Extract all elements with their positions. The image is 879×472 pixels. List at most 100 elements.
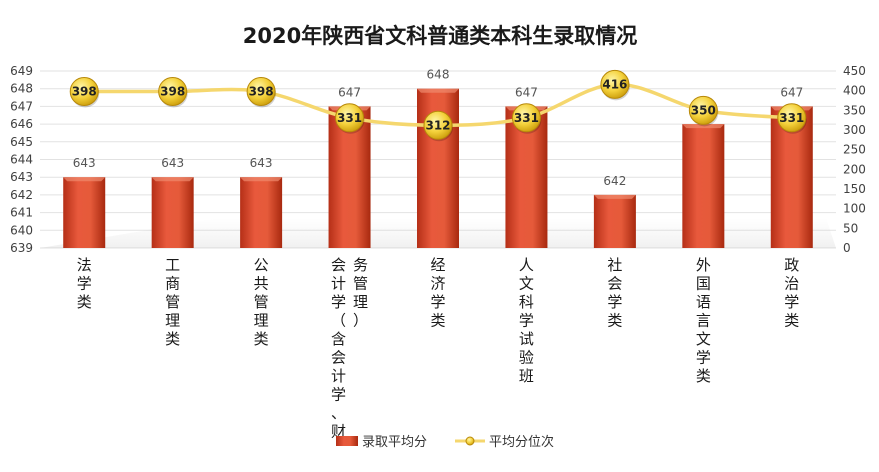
rank-value-label: 398 [72,84,97,98]
x-category-glyph: 学 [77,275,92,293]
x-category-glyph: 语 [696,293,711,311]
rank-value-label: 416 [602,77,627,91]
y-left-tick-label: 648 [10,82,33,96]
legend-swatch-marker [465,436,475,446]
x-category-glyph: 学 [607,293,622,311]
x-category-glyph: 学 [430,293,445,311]
y-right-tick-label: 300 [843,123,866,137]
bar-top-bevel [240,177,283,182]
x-category-glyph: 类 [696,367,711,385]
bar-top-bevel [417,88,459,93]
rank-value-label: 331 [337,111,362,125]
x-category-glyph: 文 [519,275,534,293]
y-left-tick-label: 639 [10,241,33,255]
bar-top-bevel [151,177,194,182]
rank-marker [335,103,365,133]
rank-value-label: 350 [691,103,716,117]
rank-marker [423,110,453,140]
y-right-tick-label: 50 [843,221,858,235]
x-category-glyph: 类 [254,330,269,348]
bar [63,177,106,248]
bar-value-label: 648 [427,68,450,82]
x-axis-categories: 法学类工商管理类公共管理类会计学（含会计学、财务管理）经济学类人文科学试验班社会… [77,256,800,441]
rank-marker [511,103,541,133]
bar-value-label: 643 [250,156,273,170]
bar-value-label: 647 [515,85,538,99]
x-category-glyph: 政 [784,256,799,274]
x-category-glyph: 务 [353,256,368,274]
y-left-tick-label: 643 [10,170,33,184]
y-right-tick-label: 0 [843,241,851,255]
rank-value-label: 312 [425,118,450,132]
line-markers: 398 398 398 331 312 331 416 350 331 [69,69,807,142]
rank-value-label: 331 [779,111,804,125]
rank-value-label: 398 [160,84,185,98]
bar-series [63,88,813,249]
x-category-glyph: 理 [165,312,180,330]
x-category-glyph: 治 [784,275,799,293]
x-category-glyph: 济 [430,275,445,293]
rank-marker [246,76,276,106]
x-category-glyph: 学 [519,312,534,330]
x-category-glyph: 验 [519,349,534,367]
x-category-glyph: 会 [607,275,622,293]
bar [240,177,283,248]
x-category-glyph: 公 [254,256,269,274]
x-category-glyph: 人 [519,256,534,274]
rank-marker [158,76,188,106]
rank-value-label: 398 [249,84,274,98]
bar [682,124,725,248]
x-category-glyph: 理 [254,312,269,330]
y-left-tick-label: 646 [10,117,33,131]
y-left-tick-label: 649 [10,64,33,78]
bar-top-bevel [593,194,636,199]
y-left-tick-label: 644 [10,153,33,167]
rank-marker [688,95,718,125]
rank-marker [777,103,807,133]
x-category-glyph: 言 [696,312,711,330]
x-category-glyph: 管 [353,275,368,293]
y-right-tick-label: 100 [843,202,866,216]
x-category-glyph: 学 [331,293,346,311]
x-category-glyph: 类 [77,293,92,311]
x-category-glyph: ） [353,312,368,330]
y-right-tick-label: 150 [843,182,866,196]
bar-top-bevel [682,124,725,129]
y-axis-left: 639 640 641 642 643 644 645 646 647 648 649 [10,64,33,255]
legend-label-line: 平均分位次 [489,434,554,450]
bar-value-label: 647 [338,85,361,99]
x-category-glyph: 管 [165,293,180,311]
y-right-tick-label: 200 [843,162,866,176]
bar-value-label: 642 [603,174,626,188]
bar-value-label: 647 [780,85,803,99]
x-category-glyph: 工 [165,256,180,274]
bar [593,194,636,248]
x-category-glyph: 会 [331,349,346,367]
x-category-glyph: 、 [331,404,346,422]
chart-title: 2020年陕西省文科普通类本科生录取情况 [243,24,637,48]
x-category-glyph: 计 [331,367,346,385]
x-category-glyph: 商 [165,275,180,293]
x-category-glyph: 科 [519,293,534,311]
rank-marker [600,69,630,99]
x-category-glyph: 试 [519,330,534,348]
rank-marker [69,76,99,106]
x-category-glyph: 计 [331,275,346,293]
x-category-glyph: （ [331,312,346,330]
y-left-tick-label: 642 [10,188,33,202]
rank-value-label: 331 [514,111,539,125]
bar-top-bevel [63,177,106,182]
y-left-tick-label: 641 [10,206,33,220]
x-category-glyph: 含 [331,330,346,348]
x-category-glyph: 学 [784,293,799,311]
x-category-label: 法学类 [77,256,92,311]
x-category-glyph: 类 [784,312,799,330]
